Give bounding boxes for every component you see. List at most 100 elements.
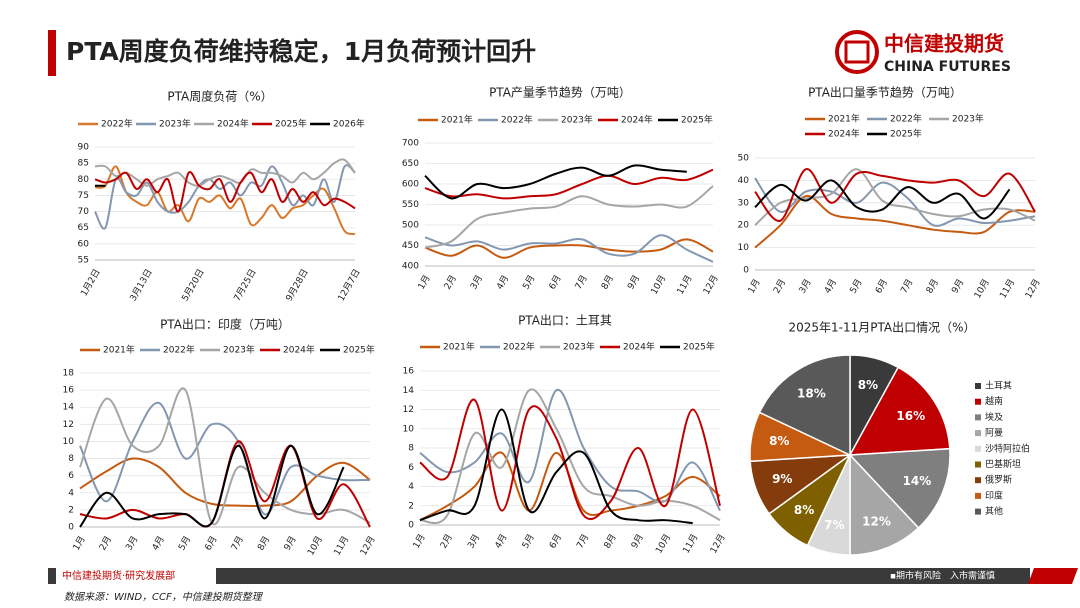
x-tick-label: 3月 bbox=[468, 273, 485, 291]
series-line bbox=[419, 398, 721, 521]
series-line bbox=[754, 179, 1011, 220]
y-tick-label: 8 bbox=[68, 454, 74, 464]
x-tick-label: 8月 bbox=[924, 277, 941, 295]
chart-title: PTA产量季节趋势（万吨） bbox=[489, 86, 631, 100]
slice-label: 9% bbox=[772, 472, 792, 486]
y-tick-label: 2 bbox=[408, 501, 414, 511]
footer-department: 中信建投期货·研究发展部 bbox=[62, 569, 175, 582]
x-tick-label: 1月 bbox=[411, 532, 428, 550]
legend-label: 2023年 bbox=[159, 118, 191, 130]
slice-label: 8% bbox=[769, 434, 789, 448]
x-tick-label: 11月 bbox=[675, 273, 695, 296]
brand: 中信建投期货 bbox=[884, 32, 1004, 56]
legend-label: 2024年 bbox=[623, 341, 655, 353]
slice-label: 18% bbox=[797, 387, 826, 401]
legend-label: 越南 bbox=[985, 395, 1003, 407]
legend-label: 2025年 bbox=[275, 118, 307, 130]
y-tick-label: 8 bbox=[408, 444, 414, 454]
legend-swatch bbox=[975, 445, 981, 452]
chart-title: 2025年1-11月PTA出口情况（%） bbox=[788, 321, 975, 335]
y-tick-label: 0 bbox=[68, 523, 74, 533]
pie-slice bbox=[848, 447, 951, 529]
legend-label: 沙特阿拉伯 bbox=[985, 442, 1030, 454]
y-tick-label: 2 bbox=[68, 505, 74, 515]
x-tick-label: 3月 bbox=[124, 534, 141, 552]
x-tick-label: 2月 bbox=[97, 534, 114, 552]
chart-title: PTA出口：土耳其 bbox=[518, 314, 612, 328]
footer-bar bbox=[48, 568, 1030, 584]
legend-label: 2022年 bbox=[890, 113, 922, 125]
x-tick-label: 6月 bbox=[203, 534, 220, 552]
legend-swatch bbox=[975, 430, 981, 437]
y-tick-label: 60 bbox=[78, 239, 90, 249]
x-tick-label: 3月 bbox=[797, 277, 814, 295]
y-tick-label: 550 bbox=[402, 200, 419, 210]
x-tick-label: 2月 bbox=[442, 273, 459, 291]
series-line bbox=[424, 185, 714, 249]
pie-slice bbox=[758, 354, 851, 457]
x-tick-label: 8月 bbox=[255, 534, 272, 552]
x-tick-label: 5月 bbox=[176, 534, 193, 552]
series-line bbox=[79, 387, 371, 526]
legend-swatch bbox=[975, 414, 981, 421]
y-tick-label: 70 bbox=[78, 207, 90, 217]
brand-en: CHINA FUTURES bbox=[884, 59, 1011, 75]
y-tick-label: 500 bbox=[402, 221, 419, 231]
y-tick-label: 85 bbox=[78, 159, 89, 169]
slice-label: 14% bbox=[903, 474, 932, 488]
series-line bbox=[419, 408, 693, 525]
slice-label: 8% bbox=[794, 503, 814, 517]
series-line bbox=[79, 457, 371, 507]
y-tick-label: 50 bbox=[738, 154, 750, 164]
y-tick-label: 0 bbox=[408, 521, 414, 531]
x-tick-label: 6月 bbox=[547, 273, 564, 291]
x-tick-label: 11月 bbox=[998, 277, 1018, 300]
series-line bbox=[424, 164, 687, 200]
y-tick-label: 450 bbox=[402, 241, 419, 251]
y-tick-label: 6 bbox=[68, 471, 74, 481]
series-line bbox=[94, 165, 356, 236]
x-tick-label: 12月7日 bbox=[336, 267, 363, 303]
legend-label: 2021年 bbox=[443, 341, 475, 353]
x-tick-label: 1月 bbox=[71, 534, 88, 552]
y-tick-label: 600 bbox=[402, 180, 419, 190]
x-tick-label: 5月20日 bbox=[180, 267, 207, 303]
series-line bbox=[94, 164, 356, 230]
x-tick-label: 10月 bbox=[305, 534, 325, 557]
y-tick-label: 30 bbox=[738, 198, 750, 208]
x-tick-label: 12月 bbox=[358, 534, 378, 557]
x-tick-label: 7月 bbox=[229, 534, 246, 552]
legend-swatch bbox=[975, 383, 981, 389]
slide-title: PTA周度负荷维持稳定，1月负荷预计回升 bbox=[66, 37, 536, 66]
series-line bbox=[754, 177, 1036, 227]
logo-icon-inner bbox=[844, 40, 870, 64]
x-tick-label: 1月 bbox=[416, 273, 433, 291]
y-tick-label: 4 bbox=[68, 488, 74, 498]
x-tick-label: 1月2日 bbox=[79, 267, 103, 298]
legend-label: 2024年 bbox=[283, 344, 315, 356]
series-line bbox=[94, 158, 356, 187]
slice-label: 8% bbox=[858, 378, 878, 392]
legend-label: 2025年 bbox=[681, 114, 713, 126]
y-tick-label: 80 bbox=[78, 175, 90, 185]
legend-label: 俄罗斯 bbox=[985, 474, 1012, 486]
legend-swatch bbox=[975, 508, 981, 515]
x-tick-label: 7月 bbox=[899, 277, 916, 295]
y-tick-label: 14 bbox=[63, 403, 75, 413]
y-tick-label: 65 bbox=[78, 223, 89, 233]
y-tick-label: 650 bbox=[402, 159, 419, 169]
legend-label: 2021年 bbox=[441, 114, 473, 126]
x-tick-label: 4月 bbox=[822, 277, 839, 295]
chart-title: PTA出口量季节趋势（万吨） bbox=[808, 86, 962, 100]
legend-label: 其他 bbox=[985, 505, 1003, 517]
legend-label: 2024年 bbox=[828, 128, 860, 140]
series-line bbox=[94, 171, 356, 213]
chart-title: PTA出口：印度（万吨） bbox=[160, 317, 290, 332]
legend-label: 2023年 bbox=[561, 114, 593, 126]
logo-icon bbox=[835, 30, 879, 74]
x-tick-label: 10月 bbox=[653, 532, 673, 555]
footer-accent bbox=[1028, 568, 1078, 584]
pie-slice bbox=[848, 366, 951, 456]
x-tick-label: 7月25日 bbox=[232, 267, 259, 303]
